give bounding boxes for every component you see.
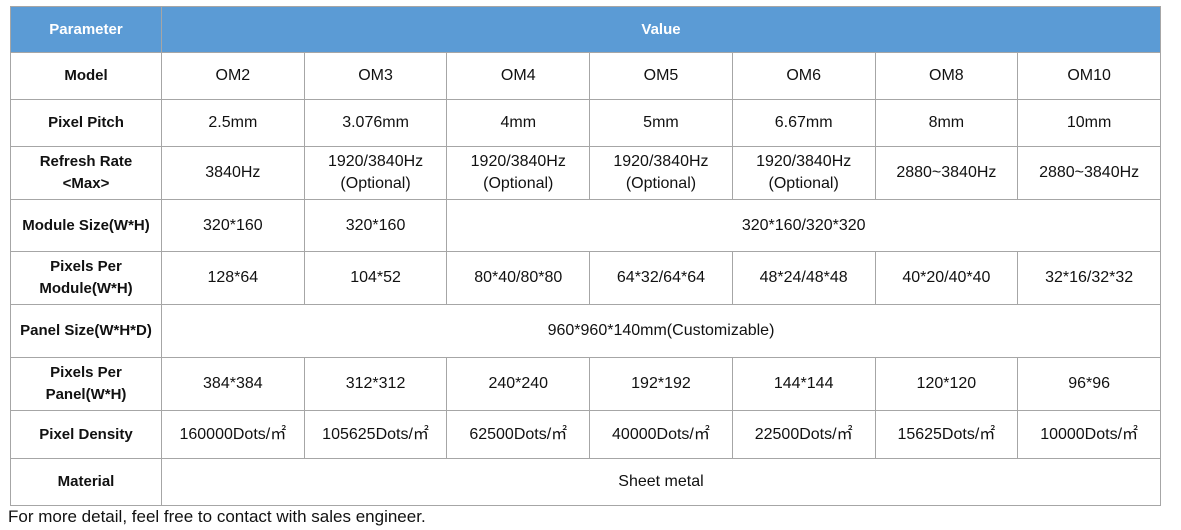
- value-cell: 144*144: [731, 357, 876, 411]
- table-row: Module Size(W*H) 320*160 320*160 320*160/32…: [10, 199, 1161, 252]
- spec-table: Parameter Value Model OM2 OM3 OM4 OM5 OM6 OM8 O…: [10, 6, 1161, 506]
- table-row: Pixel Density 160000Dots/㎡ 105625Dots/㎡ 625…: [10, 410, 1161, 459]
- value-cell: OM5: [589, 52, 733, 100]
- value-cell: 10mm: [1017, 99, 1161, 147]
- row-label: Pixel Density: [10, 410, 162, 459]
- row-label: Model: [10, 52, 162, 100]
- value-cell: 6.67mm: [731, 99, 876, 147]
- value-cell: OM3: [303, 52, 448, 100]
- value-cell: 1920/3840Hz (Optional): [589, 146, 733, 200]
- value-cell: OM6: [731, 52, 876, 100]
- value-cell: 3.076mm: [303, 99, 448, 147]
- row-label: Panel Size(W*H*D): [10, 304, 162, 358]
- value-cell: 120*120: [874, 357, 1019, 411]
- value-cell: 160000Dots/㎡: [161, 410, 305, 459]
- value-cell: 10000Dots/㎡: [1017, 410, 1161, 459]
- header-cell: Parameter: [10, 6, 162, 53]
- header-cell: Value: [161, 6, 1161, 53]
- value-cell: 104*52: [303, 251, 448, 305]
- value-cell: 96*96: [1017, 357, 1161, 411]
- value-cell: 5mm: [589, 99, 733, 147]
- value-cell: 48*24/48*48: [731, 251, 876, 305]
- value-cell: 64*32/64*64: [589, 251, 733, 305]
- footer-note: For more detail, feel free to contact wi…: [8, 507, 426, 526]
- value-cell: 2.5mm: [161, 99, 305, 147]
- value-cell: 1920/3840Hz (Optional): [731, 146, 876, 200]
- value-cell: 62500Dots/㎡: [446, 410, 591, 459]
- value-cell: OM4: [446, 52, 591, 100]
- row-label: Pixels Per Module(W*H): [10, 251, 162, 305]
- value-cell: OM8: [874, 52, 1019, 100]
- value-cell: 1920/3840Hz (Optional): [446, 146, 591, 200]
- value-cell: 320*160: [303, 199, 448, 252]
- value-cell: 960*960*140mm(Customizable): [161, 304, 1161, 358]
- table-row: Material Sheet metal: [10, 458, 1161, 506]
- value-cell: 2880~3840Hz: [874, 146, 1019, 200]
- header-row: Parameter Value: [10, 6, 1161, 53]
- table-row: Panel Size(W*H*D) 960*960*140mm(Customiza…: [10, 304, 1161, 358]
- table-row: Refresh Rate <Max> 3840Hz 1920/3840Hz (Opt…: [10, 146, 1161, 200]
- value-cell: 320*160/320*320: [446, 199, 1161, 252]
- value-cell: 4mm: [446, 99, 591, 147]
- row-label: Pixel Pitch: [10, 99, 162, 147]
- value-cell: 80*40/80*80: [446, 251, 591, 305]
- value-cell: 1920/3840Hz (Optional): [303, 146, 448, 200]
- value-cell: 312*312: [303, 357, 448, 411]
- row-label: Module Size(W*H): [10, 199, 162, 252]
- value-cell: 128*64: [161, 251, 305, 305]
- value-cell: 105625Dots/㎡: [303, 410, 448, 459]
- row-label: Refresh Rate <Max>: [10, 146, 162, 200]
- table-row: Pixels Per Panel(W*H) 384*384 312*312 240*2…: [10, 357, 1161, 411]
- value-cell: 15625Dots/㎡: [874, 410, 1019, 459]
- value-cell: 2880~3840Hz: [1017, 146, 1161, 200]
- table-row: Pixel Pitch 2.5mm 3.076mm 4mm 5mm 6.67mm 8mm 10…: [10, 99, 1161, 147]
- value-cell: OM10: [1017, 52, 1161, 100]
- value-cell: 3840Hz: [161, 146, 305, 200]
- value-cell: 8mm: [874, 99, 1019, 147]
- value-cell: 40000Dots/㎡: [589, 410, 733, 459]
- value-cell: Sheet metal: [161, 458, 1161, 506]
- value-cell: 32*16/32*32: [1017, 251, 1161, 305]
- row-label: Material: [10, 458, 162, 506]
- value-cell: 192*192: [589, 357, 733, 411]
- value-cell: 384*384: [161, 357, 305, 411]
- value-cell: 320*160: [161, 199, 305, 252]
- value-cell: 40*20/40*40: [874, 251, 1019, 305]
- table-row: Model OM2 OM3 OM4 OM5 OM6 OM8 OM10: [10, 52, 1161, 100]
- value-cell: 240*240: [446, 357, 591, 411]
- value-cell: 22500Dots/㎡: [731, 410, 876, 459]
- row-label: Pixels Per Panel(W*H): [10, 357, 162, 411]
- value-cell: OM2: [161, 52, 305, 100]
- table-row: Pixels Per Module(W*H) 128*64 104*52 80*40/…: [10, 251, 1161, 305]
